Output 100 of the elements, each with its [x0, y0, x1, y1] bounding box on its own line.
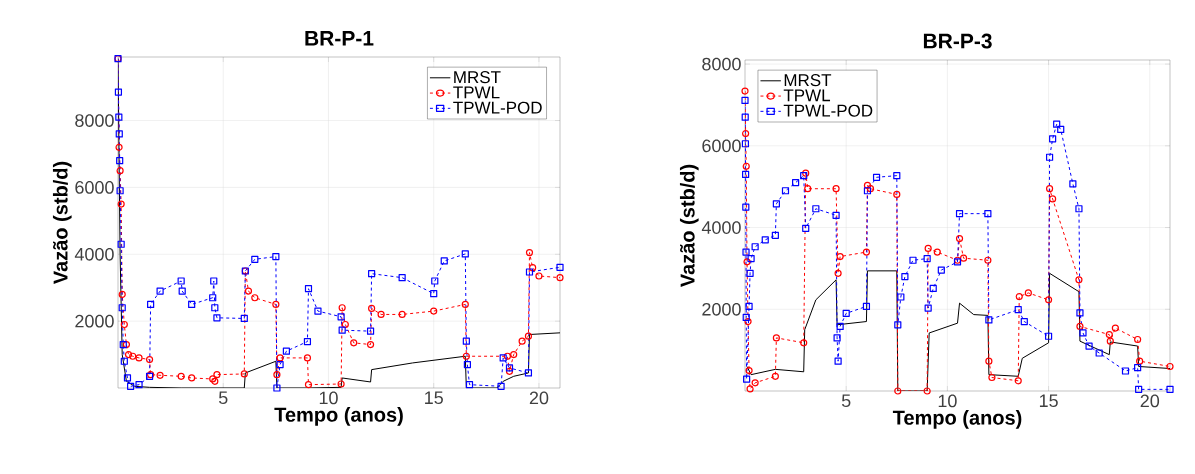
y-tick-label: 6000	[75, 181, 114, 194]
point	[440, 257, 448, 265]
point	[743, 375, 751, 383]
y-axis-title: Vazão (stb/d)	[52, 161, 72, 285]
point	[156, 287, 164, 295]
point	[178, 287, 186, 295]
point	[1049, 195, 1057, 203]
point	[1076, 322, 1084, 331]
point	[1134, 335, 1142, 344]
legend-label: TPWL-POD	[453, 101, 542, 114]
point	[188, 374, 196, 382]
point	[188, 300, 196, 309]
point	[251, 255, 259, 263]
point	[751, 379, 759, 387]
y-tick-label: 4000	[701, 221, 741, 234]
point	[745, 366, 753, 375]
y-tick-label: 8000	[75, 114, 114, 127]
point	[872, 173, 881, 181]
point	[127, 382, 135, 390]
point	[337, 380, 345, 388]
y-tick-label: 8000	[702, 57, 741, 71]
point	[772, 334, 780, 342]
point	[1057, 125, 1065, 134]
point	[832, 185, 840, 193]
point	[251, 294, 259, 302]
point	[556, 274, 564, 282]
point	[955, 210, 964, 218]
point	[529, 264, 537, 272]
point	[276, 354, 284, 362]
point	[836, 252, 844, 261]
point	[1076, 309, 1084, 317]
point	[744, 317, 752, 326]
point	[377, 310, 385, 319]
point	[742, 313, 750, 322]
point	[282, 347, 290, 355]
legend-label: MRST	[784, 74, 832, 87]
x-tick-label: 10	[938, 394, 957, 408]
x-tick-label: 15	[425, 391, 443, 405]
point	[314, 307, 322, 315]
point	[276, 361, 284, 369]
point	[772, 200, 780, 208]
point	[120, 357, 128, 365]
point	[430, 290, 438, 298]
point	[1079, 329, 1087, 337]
point	[1045, 185, 1054, 193]
point	[1053, 120, 1061, 128]
x-tick-label: 20	[529, 391, 549, 405]
point	[240, 370, 248, 378]
point	[114, 88, 123, 96]
point	[771, 372, 779, 380]
point	[304, 381, 313, 389]
point	[893, 190, 901, 199]
point	[863, 181, 872, 190]
point	[742, 170, 750, 179]
point	[985, 316, 993, 324]
point	[117, 240, 125, 248]
point	[862, 302, 871, 311]
point	[116, 167, 124, 175]
point	[862, 248, 871, 256]
point	[988, 373, 996, 382]
point	[368, 304, 376, 313]
point	[430, 307, 438, 315]
point	[751, 243, 759, 251]
y-tick-label: 2000	[702, 302, 741, 316]
point	[273, 384, 281, 392]
point	[115, 113, 123, 121]
point	[338, 304, 346, 312]
point	[923, 255, 931, 263]
legend-label: TPWL	[783, 89, 831, 102]
x-tick-label: 20	[1140, 394, 1160, 408]
point	[350, 339, 358, 347]
point	[368, 270, 376, 278]
point	[781, 187, 790, 195]
point	[341, 320, 349, 329]
legend-label: TPWL-POD	[783, 104, 873, 117]
point	[1024, 289, 1032, 297]
point	[273, 371, 281, 379]
point	[742, 162, 750, 170]
point	[746, 385, 754, 393]
x-axis-title: Tempo (anos)	[274, 407, 403, 426]
point	[741, 113, 749, 121]
point	[366, 340, 375, 349]
point	[129, 352, 137, 360]
x-tick-label: 5	[841, 394, 851, 408]
point	[213, 371, 221, 379]
x-axis-title: Tempo (anos)	[892, 410, 1022, 429]
point	[156, 371, 164, 379]
point	[924, 244, 932, 252]
point	[135, 381, 143, 389]
x-tick-label: 5	[218, 391, 228, 405]
point	[535, 272, 543, 280]
point	[741, 96, 749, 105]
point	[524, 369, 533, 377]
point	[893, 172, 901, 180]
y-tick-label: 2000	[75, 314, 114, 328]
point	[303, 337, 312, 346]
point	[924, 304, 932, 312]
point	[462, 337, 470, 345]
point	[742, 203, 750, 211]
point	[1166, 385, 1174, 393]
